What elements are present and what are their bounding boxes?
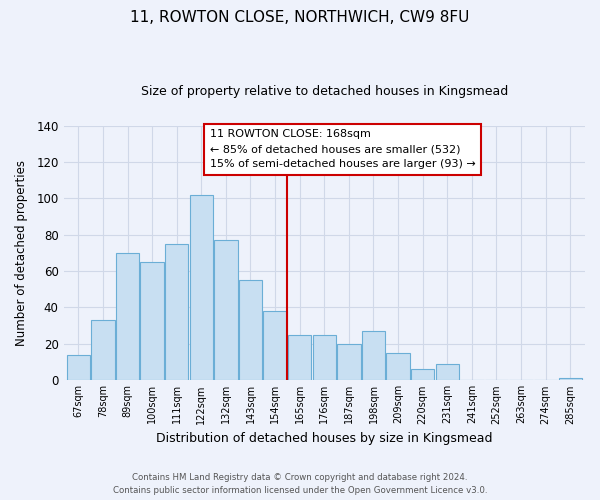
Bar <box>337 344 361 380</box>
Bar <box>362 331 385 380</box>
Bar <box>386 352 410 380</box>
Text: Contains HM Land Registry data © Crown copyright and database right 2024.
Contai: Contains HM Land Registry data © Crown c… <box>113 473 487 495</box>
Bar <box>263 311 287 380</box>
Text: 11 ROWTON CLOSE: 168sqm
← 85% of detached houses are smaller (532)
15% of semi-d: 11 ROWTON CLOSE: 168sqm ← 85% of detache… <box>209 130 475 169</box>
X-axis label: Distribution of detached houses by size in Kingsmead: Distribution of detached houses by size … <box>156 432 493 445</box>
Bar <box>559 378 582 380</box>
Bar <box>165 244 188 380</box>
Title: Size of property relative to detached houses in Kingsmead: Size of property relative to detached ho… <box>140 85 508 98</box>
Y-axis label: Number of detached properties: Number of detached properties <box>15 160 28 346</box>
Bar <box>288 334 311 380</box>
Text: 11, ROWTON CLOSE, NORTHWICH, CW9 8FU: 11, ROWTON CLOSE, NORTHWICH, CW9 8FU <box>130 10 470 25</box>
Bar <box>214 240 238 380</box>
Bar <box>190 194 213 380</box>
Bar <box>436 364 459 380</box>
Bar <box>239 280 262 380</box>
Bar <box>313 334 336 380</box>
Bar <box>67 354 90 380</box>
Bar <box>116 253 139 380</box>
Bar <box>411 369 434 380</box>
Bar <box>91 320 115 380</box>
Bar <box>140 262 164 380</box>
